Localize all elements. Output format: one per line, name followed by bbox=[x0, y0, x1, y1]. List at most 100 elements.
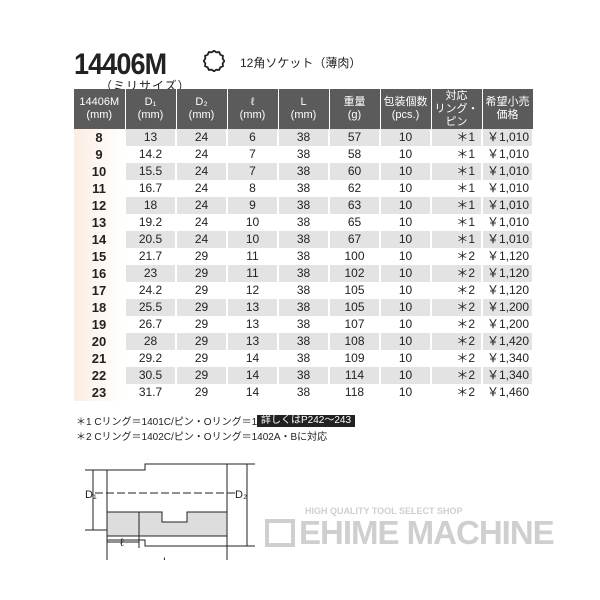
table-cell: ￥1,010 bbox=[482, 163, 534, 180]
table-cell: 11 bbox=[227, 265, 279, 282]
table-row: 12 18 24 9 38 63 10 ＊1 ￥1,010 bbox=[74, 197, 534, 214]
table-cell: ￥1,010 bbox=[482, 129, 534, 146]
table-cell: 38 bbox=[278, 146, 330, 163]
table-cell: 7 bbox=[227, 163, 279, 180]
table-cell: ＊1 bbox=[431, 180, 483, 197]
table-cell: 63 bbox=[329, 197, 381, 214]
table-cell: 57 bbox=[329, 129, 381, 146]
table-cell: 20.5 bbox=[125, 231, 177, 248]
table-cell: 18 bbox=[125, 197, 177, 214]
size-cell: 8 bbox=[74, 129, 126, 146]
size-cell: 20 bbox=[74, 333, 126, 350]
table-cell: 10 bbox=[380, 197, 432, 214]
table-cell: ￥1,010 bbox=[482, 146, 534, 163]
table-row: 14 20.5 24 10 38 67 10 ＊1 ￥1,010 bbox=[74, 231, 534, 248]
table-row: 22 30.5 29 14 38 114 10 ＊2 ￥1,340 bbox=[74, 367, 534, 384]
table-cell: 24 bbox=[176, 214, 228, 231]
table-cell: 62 bbox=[329, 180, 381, 197]
table-cell: ＊2 bbox=[431, 316, 483, 333]
table-cell: ＊2 bbox=[431, 350, 483, 367]
size-cell: 11 bbox=[74, 180, 126, 197]
table-cell: ＊1 bbox=[431, 163, 483, 180]
table-cell: 24 bbox=[176, 129, 228, 146]
table-cell: 29 bbox=[176, 384, 228, 401]
table-cell: ＊1 bbox=[431, 129, 483, 146]
table-cell: 38 bbox=[278, 197, 330, 214]
table-cell: 24 bbox=[176, 197, 228, 214]
size-cell: 23 bbox=[74, 384, 126, 401]
table-cell: 10 bbox=[380, 248, 432, 265]
table-cell: 60 bbox=[329, 163, 381, 180]
table-cell: 24 bbox=[176, 231, 228, 248]
table-row: 10 15.5 24 7 38 60 10 ＊1 ￥1,010 bbox=[74, 163, 534, 180]
table-cell: 105 bbox=[329, 299, 381, 316]
table-cell: 38 bbox=[278, 299, 330, 316]
table-cell: ￥1,120 bbox=[482, 282, 534, 299]
table-cell: ￥1,200 bbox=[482, 316, 534, 333]
table-cell: 19.2 bbox=[125, 214, 177, 231]
size-cell: 10 bbox=[74, 163, 126, 180]
size-cell: 22 bbox=[74, 367, 126, 384]
table-row: 21 29.2 29 14 38 109 10 ＊2 ￥1,340 bbox=[74, 350, 534, 367]
table-cell: 38 bbox=[278, 129, 330, 146]
table-cell: 24.2 bbox=[125, 282, 177, 299]
table-cell: 10 bbox=[227, 231, 279, 248]
column-header: 重量 (g) bbox=[329, 89, 381, 129]
table-cell: ＊2 bbox=[431, 265, 483, 282]
table-cell: 108 bbox=[329, 333, 381, 350]
table-cell: 29 bbox=[176, 248, 228, 265]
table-cell: 38 bbox=[278, 248, 330, 265]
table-cell: 13 bbox=[227, 316, 279, 333]
table-cell: 29 bbox=[176, 299, 228, 316]
table-cell: ＊2 bbox=[431, 367, 483, 384]
table-cell: 14.2 bbox=[125, 146, 177, 163]
table-cell: 107 bbox=[329, 316, 381, 333]
table-cell: 38 bbox=[278, 384, 330, 401]
table-cell: 14 bbox=[227, 350, 279, 367]
size-cell: 12 bbox=[74, 197, 126, 214]
page-reference-badge: 詳しくはP242～243 bbox=[257, 415, 356, 427]
table-cell: 58 bbox=[329, 146, 381, 163]
table-row: 23 31.7 29 14 38 118 10 ＊2 ￥1,460 bbox=[74, 384, 534, 401]
table-cell: ＊2 bbox=[431, 299, 483, 316]
l-label: L bbox=[163, 556, 169, 560]
table-cell: ＊1 bbox=[431, 146, 483, 163]
size-cell: 15 bbox=[74, 248, 126, 265]
12-point-socket-icon bbox=[203, 50, 225, 72]
table-row: 17 24.2 29 12 38 105 10 ＊2 ￥1,120 bbox=[74, 282, 534, 299]
footnote-1: ＊1 Cリング＝1401C/ピン・Oリング＝1401A・Bに対応 bbox=[76, 417, 328, 428]
table-cell: ＊1 bbox=[431, 231, 483, 248]
table-cell: ＊2 bbox=[431, 282, 483, 299]
size-cell: 16 bbox=[74, 265, 126, 282]
table-cell: ￥1,010 bbox=[482, 197, 534, 214]
watermark-tagline: HIGH QUALITY TOOL SELECT SHOP bbox=[305, 506, 463, 516]
table-cell: 38 bbox=[278, 231, 330, 248]
column-header: 包装個数 (pcs.) bbox=[380, 89, 432, 129]
table-header-row: 14406M (mm) D₁ (mm) D₂ (mm) ℓ (mm) L (mm) 重量 (g) 包装個… bbox=[74, 89, 534, 129]
table-cell: 12 bbox=[227, 282, 279, 299]
table-cell: 10 bbox=[380, 316, 432, 333]
table-cell: 29 bbox=[176, 350, 228, 367]
table-cell: 13 bbox=[227, 333, 279, 350]
table-cell: 8 bbox=[227, 180, 279, 197]
table-cell: 29 bbox=[176, 316, 228, 333]
model-number: 14406M bbox=[74, 48, 167, 81]
table-cell: 28 bbox=[125, 333, 177, 350]
table-cell: ￥1,010 bbox=[482, 180, 534, 197]
table-cell: 38 bbox=[278, 282, 330, 299]
table-cell: 10 bbox=[227, 214, 279, 231]
table-cell: 6 bbox=[227, 129, 279, 146]
table-cell: 10 bbox=[380, 180, 432, 197]
table-cell: 24 bbox=[176, 146, 228, 163]
table-cell: 38 bbox=[278, 265, 330, 282]
column-header: D₂ (mm) bbox=[176, 89, 228, 129]
table-cell: 13 bbox=[227, 299, 279, 316]
table-cell: 10 bbox=[380, 163, 432, 180]
table-cell: 26.7 bbox=[125, 316, 177, 333]
watermark-name: EHIME MACHINE bbox=[265, 514, 555, 552]
footnote-2: ＊2 Cリング＝1402C/ピン・Oリング＝1402A・Bに対応 bbox=[76, 432, 328, 443]
table-cell: ￥1,340 bbox=[482, 350, 534, 367]
table-row: 18 25.5 29 13 38 105 10 ＊2 ￥1,200 bbox=[74, 299, 534, 316]
table-cell: 16.7 bbox=[125, 180, 177, 197]
table-cell: 118 bbox=[329, 384, 381, 401]
